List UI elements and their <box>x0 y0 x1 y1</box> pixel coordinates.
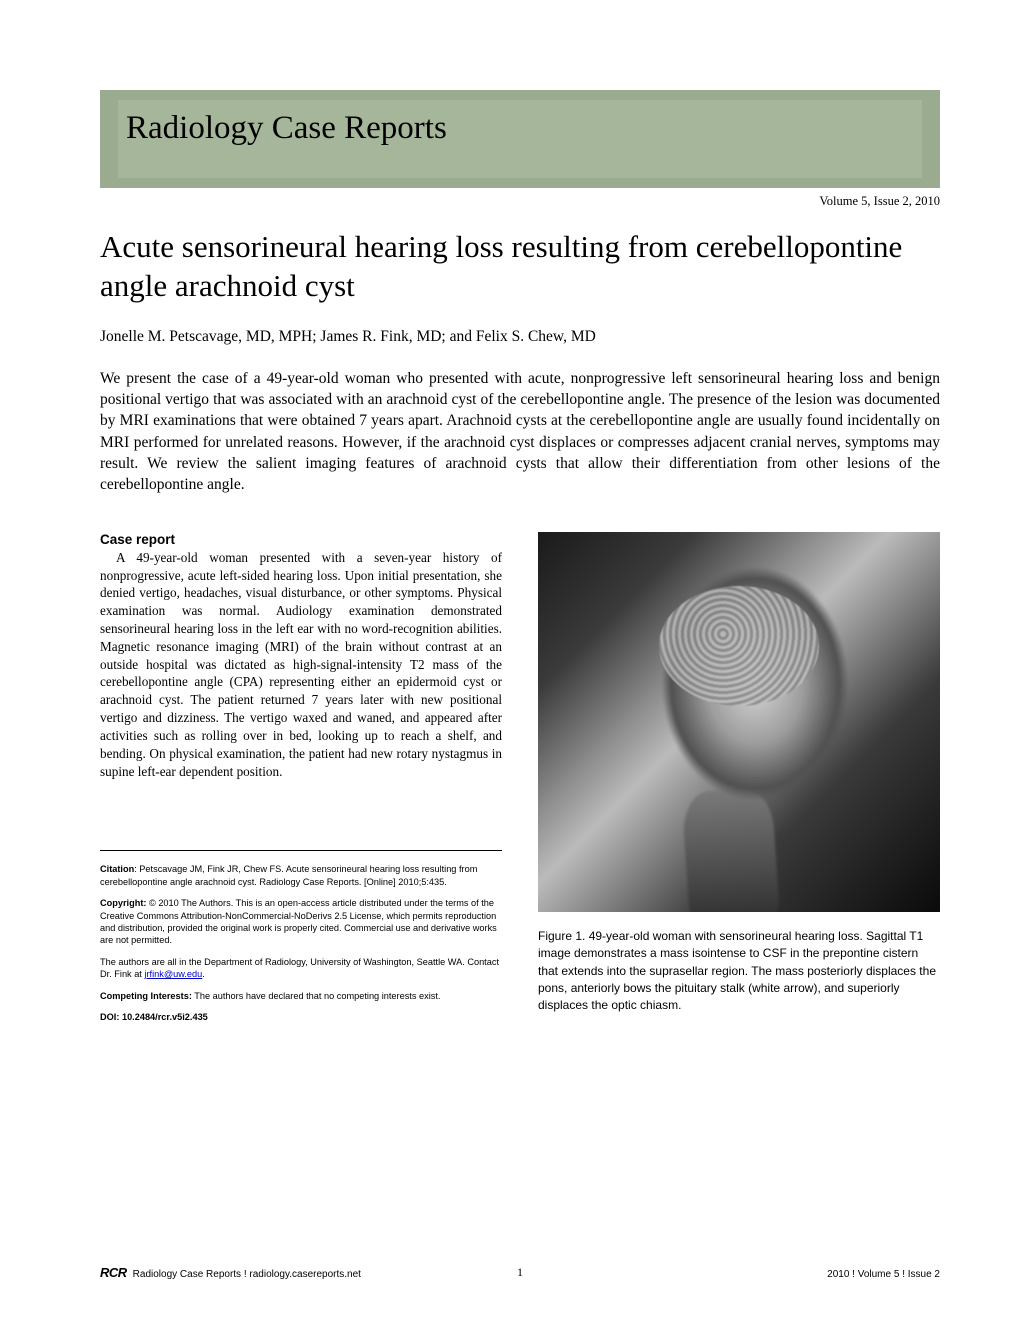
case-report-heading: Case report <box>100 532 502 547</box>
affiliation-period: . <box>202 969 205 979</box>
article-authors: Jonelle M. Petscavage, MD, MPH; James R.… <box>100 328 940 346</box>
copyright-label: Copyright: <box>100 898 146 908</box>
footer-left-text: Radiology Case Reports ! radiology.caser… <box>133 1269 361 1280</box>
figure-1-image <box>538 532 940 912</box>
case-report-body: A 49-year-old woman presented with a sev… <box>100 549 502 781</box>
footer-left: RCR Radiology Case Reports ! radiology.c… <box>100 1265 361 1280</box>
footnote-doi: DOI: 10.2484/rcr.v5i2.435 <box>100 1011 502 1023</box>
right-column: Figure 1. 49-year-old woman with sensori… <box>538 532 940 1033</box>
journal-banner: Radiology Case Reports <box>100 90 940 188</box>
footnote-affiliation: The authors are all in the Department of… <box>100 956 502 981</box>
doi-value: 10.2484/rcr.v5i2.435 <box>122 1012 208 1022</box>
competing-text: The authors have declared that no compet… <box>192 991 441 1001</box>
figure-1-caption: Figure 1. 49-year-old woman with sensori… <box>538 928 940 1015</box>
footnote-copyright: Copyright: © 2010 The Authors. This is a… <box>100 897 502 947</box>
copyright-text: © 2010 The Authors. This is an open-acce… <box>100 898 497 945</box>
affiliation-email-link[interactable]: jrfink@uw.edu <box>144 969 202 979</box>
page: Radiology Case Reports Volume 5, Issue 2… <box>0 0 1020 1320</box>
footer-right-text: 2010 ! Volume 5 ! Issue 2 <box>827 1269 940 1280</box>
two-column-region: Case report A 49-year-old woman presente… <box>100 532 940 1033</box>
article-abstract: We present the case of a 49-year-old wom… <box>100 368 940 496</box>
page-footer: RCR Radiology Case Reports ! radiology.c… <box>100 1265 940 1280</box>
figure-1: Figure 1. 49-year-old woman with sensori… <box>538 532 940 1015</box>
footnote-competing: Competing Interests: The authors have de… <box>100 990 502 1002</box>
footer-page-number: 1 <box>517 1265 523 1280</box>
citation-text: : Petscavage JM, Fink JR, Chew FS. Acute… <box>100 864 477 886</box>
doi-label: DOI: <box>100 1012 122 1022</box>
case-report-body-text: A 49-year-old woman presented with a sev… <box>100 550 502 779</box>
issue-line: Volume 5, Issue 2, 2010 <box>819 194 940 209</box>
footer-rcr-logo: RCR <box>100 1265 127 1280</box>
footnote-citation: Citation: Petscavage JM, Fink JR, Chew F… <box>100 863 502 888</box>
mri-brain-shape <box>659 586 819 706</box>
left-column: Case report A 49-year-old woman presente… <box>100 532 502 1033</box>
article-title: Acute sensorineural hearing loss resulti… <box>100 228 940 306</box>
journal-title: Radiology Case Reports <box>126 110 447 147</box>
competing-label: Competing Interests: <box>100 991 192 1001</box>
footnotes-block: Citation: Petscavage JM, Fink JR, Chew F… <box>100 850 502 1023</box>
citation-label: Citation <box>100 864 134 874</box>
